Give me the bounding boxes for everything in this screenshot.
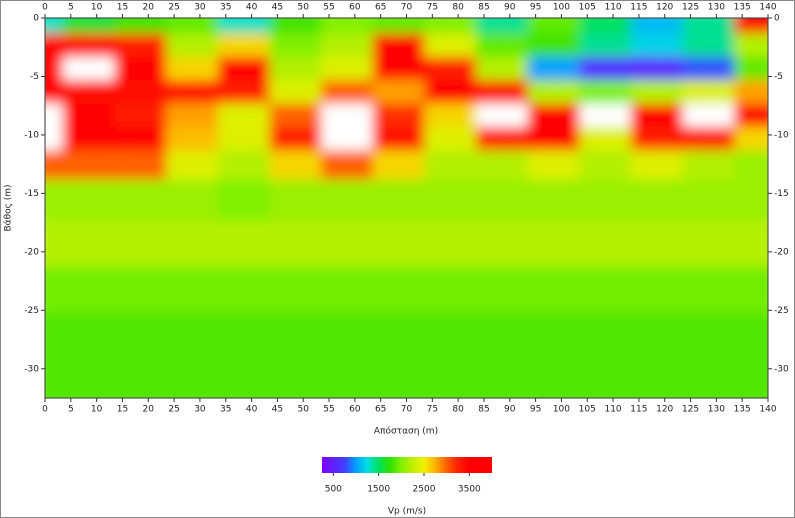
x-tick-label: 10 xyxy=(91,405,103,415)
cell xyxy=(734,360,768,398)
x-tick-label-top: 125 xyxy=(682,3,699,13)
x-tick-label: 25 xyxy=(168,405,179,415)
x-tick-label: 115 xyxy=(630,405,647,415)
colorbar-tick-label: 500 xyxy=(325,485,342,495)
x-tick-label-top: 40 xyxy=(246,3,258,13)
y-tick-label-right: -10 xyxy=(774,130,789,140)
y-tick-label: -15 xyxy=(24,189,39,199)
x-tick-label-top: 60 xyxy=(349,3,361,13)
x-tick-label: 140 xyxy=(759,405,776,415)
y-tick-label: -30 xyxy=(24,364,39,374)
y-tick-label: 0 xyxy=(33,14,39,24)
x-tick-label-top: 120 xyxy=(656,3,673,13)
x-tick-label: 120 xyxy=(656,405,673,415)
x-tick-label-top: 140 xyxy=(759,3,776,13)
colorbar-tick-label: 2500 xyxy=(413,485,436,495)
x-tick-label-top: 45 xyxy=(272,3,283,13)
x-tick-label: 125 xyxy=(682,405,699,415)
x-tick-label-top: 30 xyxy=(194,3,206,13)
x-tick-label-top: 130 xyxy=(708,3,725,13)
x-tick-label-top: 5 xyxy=(68,3,74,13)
x-tick-label-top: 135 xyxy=(734,3,751,13)
x-tick-label: 75 xyxy=(427,405,438,415)
y-tick-label-right: -5 xyxy=(774,72,783,82)
x-axis-label: Απόσταση (m) xyxy=(374,426,438,437)
x-tick-label: 30 xyxy=(194,405,206,415)
x-tick-label-top: 65 xyxy=(375,3,386,13)
x-tick-label: 20 xyxy=(143,405,155,415)
y-axis-label: Βάθος (m) xyxy=(4,184,14,231)
y-tick-label: -10 xyxy=(24,130,39,140)
x-tick-label: 100 xyxy=(553,405,570,415)
x-tick-label-top: 75 xyxy=(427,3,438,13)
x-tick-label: 40 xyxy=(246,405,258,415)
x-tick-label-top: 55 xyxy=(323,3,334,13)
y-tick-label-right: -20 xyxy=(774,247,789,257)
y-tick-label: -5 xyxy=(30,72,39,82)
x-tick-label-top: 20 xyxy=(143,3,155,13)
y-tick-label-right: -30 xyxy=(774,364,789,374)
x-tick-label-top: 15 xyxy=(117,3,128,13)
x-tick-label: 5 xyxy=(68,405,74,415)
x-tick-label-top: 70 xyxy=(401,3,413,13)
x-tick-label: 45 xyxy=(272,405,283,415)
x-tick-label: 130 xyxy=(708,405,725,415)
x-tick-label-top: 25 xyxy=(168,3,179,13)
x-tick-label: 85 xyxy=(478,405,489,415)
x-tick-label: 95 xyxy=(530,405,541,415)
x-tick-label: 35 xyxy=(220,405,231,415)
x-tick-label: 55 xyxy=(323,405,334,415)
y-tick-label-right: 0 xyxy=(774,14,780,24)
x-tick-label: 135 xyxy=(734,405,751,415)
y-tick-label: -20 xyxy=(24,247,39,257)
x-tick-label: 90 xyxy=(504,405,516,415)
colorbar-label: Vp (m/s) xyxy=(388,507,426,517)
x-tick-label: 110 xyxy=(604,405,621,415)
x-tick-label: 60 xyxy=(349,405,361,415)
x-tick-label-top: 35 xyxy=(220,3,231,13)
x-tick-label-top: 50 xyxy=(297,3,309,13)
x-tick-label-top: 85 xyxy=(478,3,489,13)
x-tick-label: 50 xyxy=(297,405,309,415)
x-tick-label-top: 100 xyxy=(553,3,570,13)
colorbar-tick-label: 3500 xyxy=(458,485,481,495)
x-tick-label: 70 xyxy=(401,405,413,415)
x-tick-label-top: 95 xyxy=(530,3,541,13)
x-tick-label-top: 0 xyxy=(42,3,48,13)
x-tick-label: 15 xyxy=(117,405,128,415)
x-tick-label-top: 105 xyxy=(579,3,596,13)
velocity-field xyxy=(45,18,768,398)
cells xyxy=(45,18,768,398)
colorbar xyxy=(322,457,492,473)
y-tick-label: -25 xyxy=(24,306,39,316)
y-tick-label-right: -25 xyxy=(774,306,789,316)
x-tick-label-top: 10 xyxy=(91,3,103,13)
x-tick-label-top: 80 xyxy=(452,3,464,13)
x-tick-label: 80 xyxy=(452,405,464,415)
y-tick-label-right: -15 xyxy=(774,189,789,199)
x-tick-label: 0 xyxy=(42,405,48,415)
x-tick-label: 65 xyxy=(375,405,386,415)
x-tick-label: 105 xyxy=(579,405,596,415)
x-tick-label-top: 90 xyxy=(504,3,516,13)
x-tick-label-top: 110 xyxy=(604,3,621,13)
x-tick-label-top: 115 xyxy=(630,3,647,13)
colorbar-tick-label: 1500 xyxy=(367,485,390,495)
